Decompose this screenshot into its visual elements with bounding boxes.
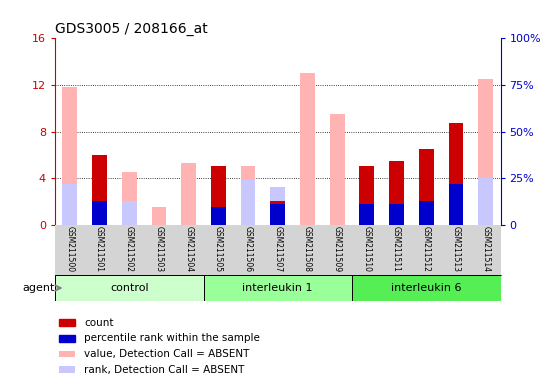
Bar (419, 149, 433, 225)
Text: GSM211514: GSM211514 (481, 226, 490, 272)
Bar (300, 73, 315, 225)
Bar (151, 207, 166, 225)
Bar (241, 180, 255, 225)
Text: GSM211504: GSM211504 (184, 226, 193, 272)
Bar (419, 201, 433, 225)
Text: rank, Detection Call = ABSENT: rank, Detection Call = ABSENT (84, 365, 244, 375)
Bar (271, 201, 285, 225)
Bar (478, 79, 493, 225)
Text: interleukin 1: interleukin 1 (243, 283, 313, 293)
Bar (59, 335, 75, 342)
Bar (360, 204, 374, 225)
Bar (122, 172, 136, 225)
Bar (92, 155, 107, 225)
Bar (59, 366, 75, 373)
Bar (389, 204, 404, 225)
Text: value, Detection Call = ABSENT: value, Detection Call = ABSENT (84, 349, 249, 359)
Text: agent: agent (22, 283, 54, 293)
Bar (59, 351, 75, 358)
Text: GDS3005 / 208166_at: GDS3005 / 208166_at (55, 22, 208, 36)
Bar (122, 201, 136, 225)
Text: GSM211503: GSM211503 (155, 226, 163, 272)
Bar (241, 166, 255, 225)
Text: GSM211506: GSM211506 (244, 226, 252, 272)
Text: GSM211508: GSM211508 (303, 226, 312, 272)
Bar (55, 275, 204, 301)
Bar (360, 166, 374, 225)
Text: count: count (84, 318, 113, 328)
Bar (389, 161, 404, 225)
Bar (62, 184, 77, 225)
Text: GSM211502: GSM211502 (125, 226, 134, 272)
Text: GSM211500: GSM211500 (65, 226, 74, 272)
Bar (62, 87, 77, 225)
Bar (449, 123, 463, 225)
Bar (449, 184, 463, 225)
Text: GSM211511: GSM211511 (392, 226, 401, 272)
Text: GSM211505: GSM211505 (214, 226, 223, 272)
Text: GSM211509: GSM211509 (333, 226, 342, 272)
Text: GSM211507: GSM211507 (273, 226, 282, 272)
Text: GSM211510: GSM211510 (362, 226, 371, 272)
Bar (330, 114, 344, 225)
Bar (271, 204, 285, 225)
Bar (59, 319, 75, 326)
Bar (92, 201, 107, 225)
Text: GSM211512: GSM211512 (422, 226, 431, 272)
Bar (204, 275, 352, 301)
Bar (478, 178, 493, 225)
Bar (352, 275, 500, 301)
Text: control: control (110, 283, 148, 293)
Bar (211, 207, 226, 225)
Text: GSM211501: GSM211501 (95, 226, 104, 272)
Bar (271, 187, 285, 225)
Text: interleukin 6: interleukin 6 (391, 283, 461, 293)
Bar (182, 163, 196, 225)
Bar (211, 166, 226, 225)
Text: GSM211513: GSM211513 (452, 226, 460, 272)
Text: percentile rank within the sample: percentile rank within the sample (84, 333, 260, 343)
